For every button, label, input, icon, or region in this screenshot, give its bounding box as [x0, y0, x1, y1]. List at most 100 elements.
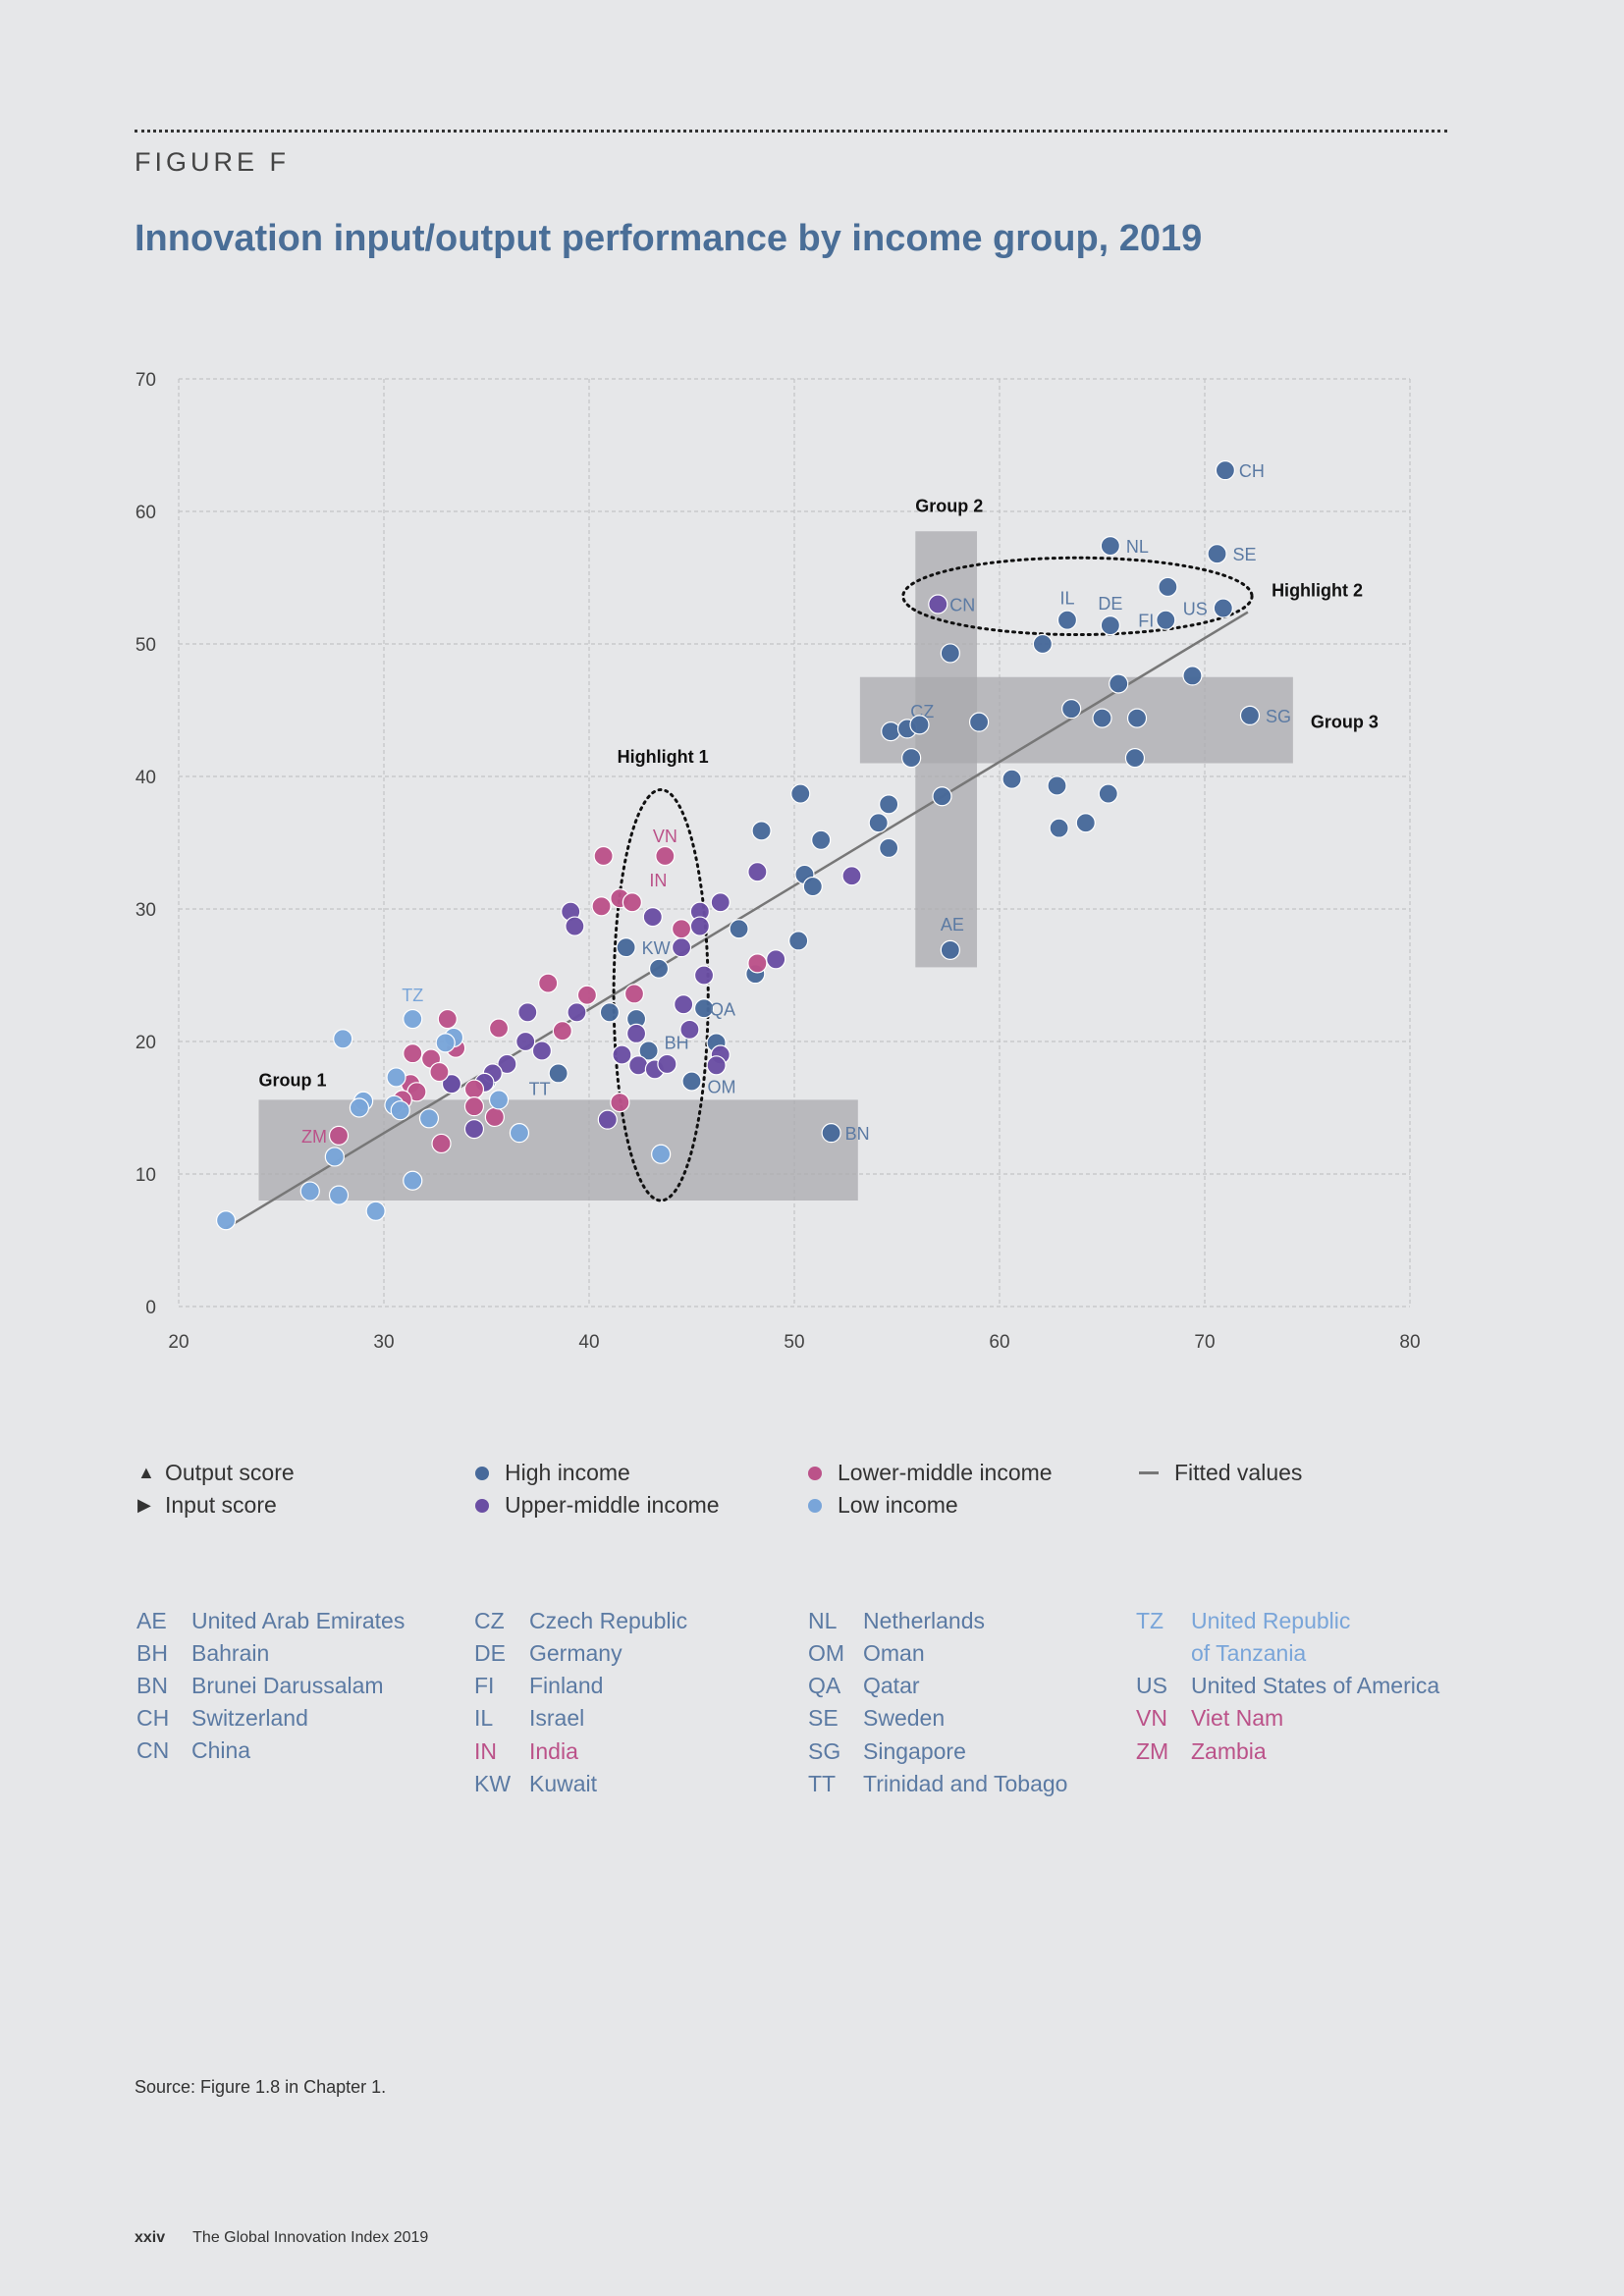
data-point	[515, 1031, 536, 1052]
point-label: AE	[941, 915, 964, 934]
data-point	[729, 919, 749, 939]
legend-label: Upper-middle income	[505, 1492, 720, 1518]
data-point	[1182, 666, 1203, 686]
legend-label: Fitted values	[1174, 1460, 1303, 1485]
legend-label: Lower-middle income	[838, 1460, 1053, 1485]
data-point	[1032, 633, 1053, 655]
data-point	[597, 1109, 618, 1130]
legend-label: Output score	[165, 1460, 295, 1485]
point-label: TZ	[402, 986, 423, 1005]
data-point	[565, 916, 585, 936]
triangle-up-icon: ▲	[137, 1463, 155, 1482]
x-tick-label: 30	[373, 1332, 394, 1353]
country-code-item: TZ United Republic	[1136, 1608, 1351, 1633]
data-point	[841, 866, 862, 886]
data-point	[693, 965, 715, 986]
data-point	[909, 715, 930, 735]
y-tick-label: 60	[135, 503, 156, 523]
data-point	[548, 1063, 568, 1084]
data-point	[642, 906, 663, 928]
x-tick-label: 40	[578, 1332, 599, 1353]
data-point	[1213, 598, 1233, 618]
point-label: SE	[1233, 545, 1257, 564]
source-note: Source: Figure 1.8 in Chapter 1.	[135, 2077, 387, 2097]
data-point	[747, 862, 768, 882]
x-tick-label: 80	[1399, 1332, 1420, 1353]
data-point	[821, 1123, 841, 1144]
data-point	[1124, 747, 1146, 769]
point-label: BN	[845, 1124, 870, 1144]
data-point	[593, 845, 614, 867]
point-label: TT	[529, 1079, 551, 1098]
data-point	[879, 794, 899, 815]
data-point	[403, 1043, 423, 1064]
country-code-item: CH Switzerland	[136, 1705, 308, 1731]
data-point	[1109, 673, 1129, 694]
data-point	[651, 1144, 672, 1164]
data-point	[928, 594, 948, 614]
country-code-item: IL Israel	[474, 1705, 585, 1731]
data-point	[940, 939, 960, 960]
data-point	[788, 931, 809, 951]
point-label: FI	[1138, 612, 1154, 631]
data-point	[552, 1021, 572, 1041]
point-label: QA	[710, 999, 735, 1019]
data-point	[531, 1041, 553, 1061]
legend-lower-middle-income: Lower-middle income	[808, 1460, 1053, 1486]
data-point	[1158, 576, 1178, 598]
data-point	[215, 1210, 237, 1231]
publication-name: The Global Innovation Index 2019	[192, 2229, 429, 2246]
data-point	[616, 937, 636, 958]
data-point	[622, 892, 642, 913]
data-point	[1049, 818, 1069, 838]
country-code-item: SG Singapore	[808, 1738, 966, 1764]
fitted-line-icon	[1139, 1471, 1159, 1474]
data-point	[610, 1092, 630, 1113]
y-tick-label: 20	[135, 1033, 156, 1053]
data-point	[509, 1123, 530, 1144]
data-point	[349, 1097, 370, 1118]
point-label: CH	[1239, 461, 1265, 481]
figure-label: FIGURE F	[135, 147, 290, 177]
data-point	[679, 1019, 700, 1040]
data-point	[437, 1008, 458, 1030]
data-point	[655, 845, 676, 867]
data-point	[299, 1181, 320, 1201]
y-tick-label: 10	[135, 1165, 156, 1186]
point-label: ZM	[301, 1127, 327, 1147]
page-footer: xxiv The Global Innovation Index 2019	[135, 2229, 428, 2247]
data-point	[403, 1008, 423, 1030]
data-point	[657, 1053, 677, 1075]
legend-label: High income	[505, 1460, 630, 1485]
data-point	[1047, 775, 1067, 796]
country-code-item: AE United Arab Emirates	[136, 1608, 406, 1633]
y-tick-label: 0	[145, 1298, 156, 1318]
data-point	[328, 1125, 350, 1146]
country-code-item: QA Qatar	[808, 1673, 920, 1698]
data-point	[1156, 610, 1176, 630]
data-point	[1215, 460, 1236, 481]
country-code-item: FI Finland	[474, 1673, 604, 1698]
data-point	[567, 1002, 587, 1023]
data-point	[1001, 769, 1022, 789]
data-point	[811, 829, 832, 850]
legend-label: Input score	[165, 1492, 277, 1518]
data-point	[766, 949, 786, 970]
top-dotted-rule	[135, 130, 1447, 133]
y-tick-label: 30	[135, 900, 156, 921]
high-income-marker-icon	[475, 1466, 489, 1480]
y-tick-label: 70	[135, 370, 156, 391]
data-point	[576, 985, 598, 1005]
country-code-item: BH Bahrain	[136, 1640, 270, 1666]
data-point	[932, 786, 952, 807]
data-point	[868, 813, 889, 833]
data-point	[689, 916, 710, 936]
data-point	[940, 643, 960, 664]
figure-title: Innovation input/output performance by i…	[135, 218, 1203, 259]
group-region	[859, 676, 1293, 764]
country-code-item: CN China	[136, 1737, 251, 1763]
data-point	[324, 1147, 345, 1167]
data-point	[1056, 610, 1078, 630]
data-point	[693, 998, 715, 1019]
x-tick-label: 50	[784, 1332, 804, 1353]
